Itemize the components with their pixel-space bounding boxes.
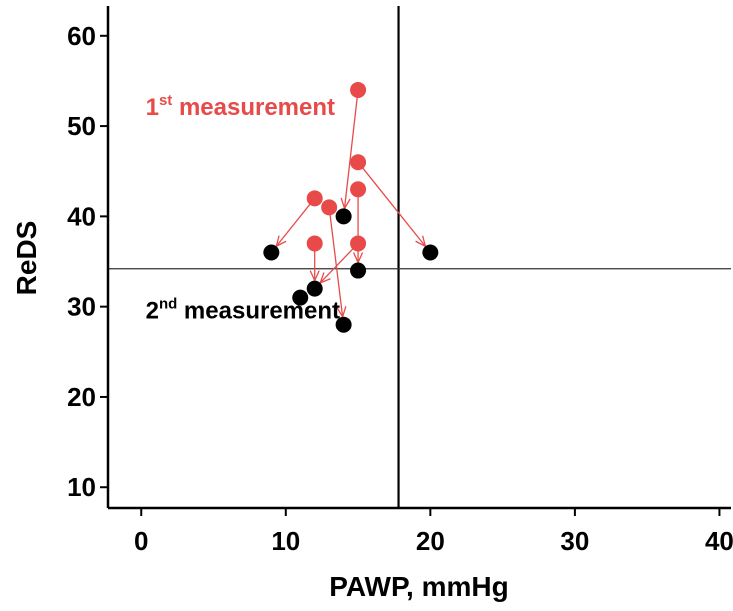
y-tick-label: 30 bbox=[67, 292, 96, 322]
first-measurement-point bbox=[350, 81, 367, 98]
second-measurement-point bbox=[263, 244, 280, 261]
second-measurement-text: measurement bbox=[177, 297, 340, 324]
second-measurement-point bbox=[422, 244, 439, 261]
y-tick-label: 60 bbox=[67, 21, 96, 51]
second-measurement-num: 2 bbox=[146, 297, 159, 324]
arrow-line bbox=[319, 243, 359, 284]
axes bbox=[106, 6, 731, 510]
x-tick-label: 10 bbox=[271, 526, 300, 556]
first-measurement-point bbox=[306, 190, 323, 207]
y-tick-label: 20 bbox=[67, 382, 96, 412]
second-measurement-label: 2nd measurement bbox=[146, 295, 340, 324]
arrow-line bbox=[328, 207, 344, 317]
first-measurement-point bbox=[350, 181, 367, 198]
y-tick-label: 40 bbox=[67, 201, 96, 231]
arrows-layer bbox=[275, 89, 427, 319]
first-measurement-point bbox=[321, 199, 338, 216]
first-measurement-num: 1 bbox=[146, 94, 159, 121]
first-measurement-point bbox=[306, 235, 323, 252]
y-tick-label: 50 bbox=[67, 111, 96, 141]
x-tick-label: 20 bbox=[416, 526, 445, 556]
x-axis-title: PAWP, mmHg bbox=[329, 571, 508, 602]
x-tick-label: 30 bbox=[560, 526, 589, 556]
first-measurement-text: measurement bbox=[172, 94, 335, 121]
points-layer bbox=[263, 81, 439, 333]
second-measurement-point bbox=[292, 289, 309, 306]
arrow-line bbox=[357, 161, 426, 247]
second-measurement-point bbox=[335, 316, 352, 333]
arrow-line bbox=[343, 89, 359, 209]
first-measurement-label: 1st measurement bbox=[146, 92, 335, 121]
second-measurement-point bbox=[335, 208, 352, 225]
arrow-line bbox=[275, 197, 316, 247]
ticks-layer: 0 10 20 30 40 10 20 30 40 50 60 bbox=[67, 21, 733, 556]
first-measurement-point bbox=[350, 154, 367, 171]
first-measurement-sup: st bbox=[159, 92, 172, 109]
y-axis-title: ReDS bbox=[11, 221, 42, 296]
y-tick-label: 10 bbox=[67, 472, 96, 502]
second-measurement-point bbox=[350, 262, 367, 279]
first-measurement-point bbox=[350, 235, 367, 252]
second-measurement-sup: nd bbox=[159, 295, 177, 312]
reference-lines bbox=[108, 6, 731, 508]
second-measurement-point bbox=[306, 280, 323, 297]
x-tick-label: 0 bbox=[134, 526, 148, 556]
x-tick-label: 40 bbox=[705, 526, 733, 556]
